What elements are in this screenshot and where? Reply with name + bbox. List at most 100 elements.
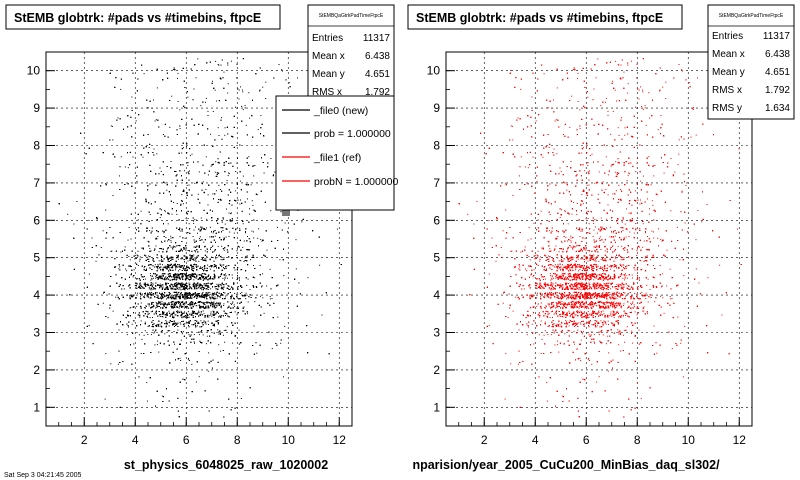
scatter-point	[171, 95, 173, 97]
scatter-point	[242, 310, 244, 312]
scatter-point	[171, 303, 173, 305]
scatter-point	[214, 250, 215, 252]
scatter-point	[173, 284, 175, 286]
scatter-point	[179, 251, 181, 252]
scatter-point	[102, 230, 104, 232]
scatter-point	[157, 263, 159, 265]
scatter-point	[211, 256, 213, 258]
scatter-point	[177, 293, 179, 295]
scatter-point	[157, 340, 159, 342]
scatter-point	[214, 293, 216, 295]
scatter-point	[149, 317, 151, 319]
scatter-point	[149, 214, 151, 215]
scatter-point	[223, 257, 225, 259]
scatter-point	[235, 229, 237, 231]
scatter-point	[180, 285, 182, 287]
scatter-point	[284, 222, 286, 224]
scatter-point	[201, 296, 203, 298]
scatter-point	[148, 147, 150, 148]
scatter-point	[194, 259, 196, 261]
scatter-point	[225, 275, 227, 277]
scatter-point	[187, 260, 189, 262]
scatter-point	[183, 285, 185, 287]
scatter-point	[178, 288, 180, 290]
scatter-point	[194, 257, 196, 259]
scatter-point	[139, 283, 141, 285]
scatter-point	[186, 184, 188, 186]
scatter-point	[176, 203, 178, 204]
scatter-point	[215, 161, 217, 163]
scatter-point	[248, 92, 250, 94]
scatter-point	[207, 370, 209, 372]
scatter-point	[165, 320, 167, 322]
scatter-point	[273, 174, 274, 176]
scatter-point	[176, 286, 178, 288]
scatter-point	[126, 334, 128, 336]
scatter-point	[208, 286, 210, 288]
scatter-point	[88, 325, 90, 327]
scatter-point	[172, 295, 174, 297]
scatter-point	[209, 268, 211, 270]
scatter-point	[206, 343, 207, 345]
scatter-point	[223, 303, 225, 305]
scatter-point	[110, 251, 112, 252]
scatter-point	[209, 292, 211, 294]
scatter-point	[134, 254, 136, 256]
scatter-point	[215, 312, 217, 314]
scatter-point	[153, 294, 155, 296]
scatter-point	[241, 291, 243, 293]
scatter-point	[146, 295, 148, 297]
scatter-point	[144, 321, 146, 323]
scatter-point	[143, 334, 145, 336]
scatter-point	[241, 211, 243, 213]
scatter-point	[128, 256, 130, 257]
scatter-point	[247, 278, 249, 280]
scatter-point	[172, 258, 174, 260]
scatter-point	[222, 218, 224, 220]
scatter-point	[160, 260, 162, 262]
scatter-point	[163, 134, 164, 135]
scatter-point	[148, 305, 150, 307]
scatter-point	[187, 267, 189, 269]
scatter-point	[197, 232, 198, 234]
scatter-point	[143, 276, 145, 278]
scatter-point	[161, 275, 163, 277]
scatter-point	[198, 376, 200, 378]
scatter-point	[222, 289, 224, 291]
scatter-point	[163, 302, 165, 304]
scatter-point	[206, 288, 208, 290]
scatter-point	[130, 307, 132, 309]
scatter-point	[152, 282, 154, 284]
scatter-point	[176, 348, 178, 350]
scatter-point	[228, 235, 230, 237]
scatter-point	[233, 304, 235, 306]
scatter-point	[136, 254, 138, 256]
scatter-point	[295, 268, 297, 270]
scatter-point	[201, 288, 202, 290]
scatter-point	[211, 292, 213, 294]
scatter-point	[203, 241, 205, 243]
scatter-point	[223, 329, 225, 331]
scatter-point	[180, 303, 182, 305]
scatter-point	[154, 331, 156, 333]
scatter-point	[168, 325, 170, 327]
scatter-point	[205, 97, 207, 99]
scatter-point	[144, 330, 146, 332]
scatter-point	[162, 267, 164, 269]
scatter-point	[166, 278, 168, 279]
scatter-point	[224, 223, 226, 225]
scatter-point	[220, 350, 222, 352]
scatter-point	[159, 283, 161, 285]
scatter-point	[188, 320, 190, 322]
scatter-point	[213, 317, 215, 319]
scatter-point	[100, 256, 102, 258]
scatter-point	[231, 220, 233, 222]
scatter-point	[217, 218, 219, 220]
scatter-point	[169, 258, 171, 260]
scatter-point	[223, 238, 225, 240]
scatter-point	[131, 273, 132, 275]
scatter-point	[232, 301, 234, 303]
scatter-point	[210, 311, 212, 313]
scatter-point	[193, 334, 195, 336]
scatter-point	[160, 296, 162, 298]
